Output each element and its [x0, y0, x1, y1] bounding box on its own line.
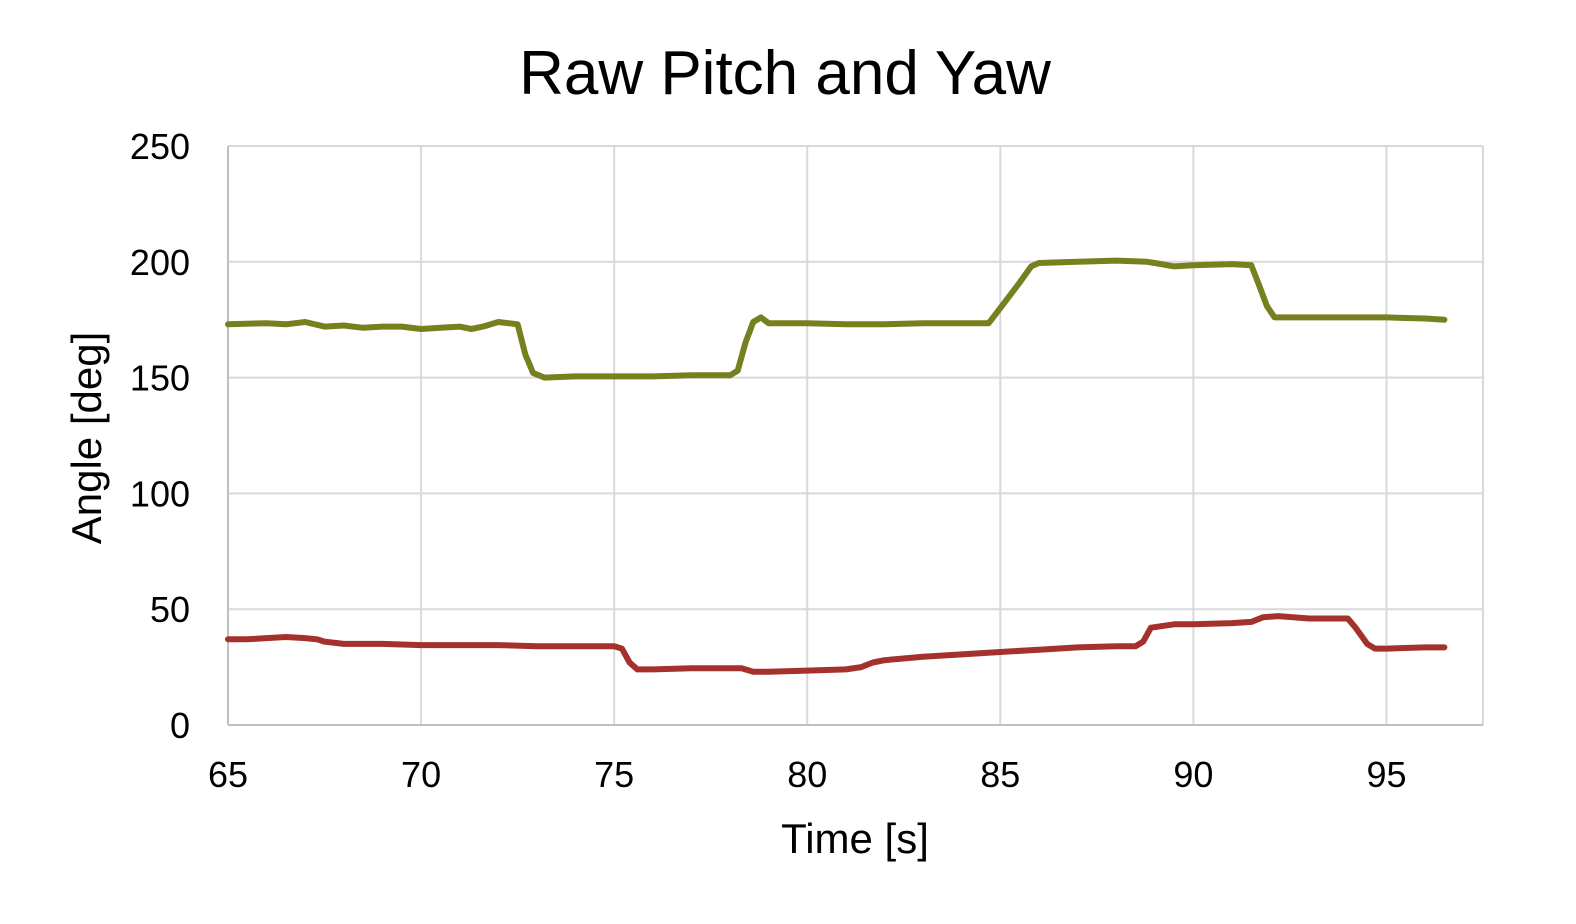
axes [227, 146, 1483, 726]
chart-title: Raw Pitch and Yaw [519, 39, 1051, 108]
x-tick-label: 95 [1366, 754, 1406, 795]
y-tick-label: 50 [150, 589, 190, 630]
x-tick-label: 85 [980, 754, 1020, 795]
gridlines [228, 145, 1484, 725]
x-tick-label: 70 [401, 754, 441, 795]
y-tick-label: 0 [170, 705, 190, 746]
y-tick-label: 250 [130, 126, 190, 167]
series-line-1 [225, 257, 1448, 381]
y-tick-label: 100 [130, 473, 190, 514]
series-line-2 [225, 613, 1448, 675]
series-lines [225, 257, 1448, 675]
x-tick-label: 65 [208, 754, 248, 795]
y-axis-title: Angle [deg] [63, 332, 110, 545]
y-tick-label: 200 [130, 242, 190, 283]
y-tick-label: 150 [130, 358, 190, 399]
x-axis-title: Time [s] [781, 815, 929, 862]
x-tick-label: 80 [787, 754, 827, 795]
x-tick-label: 75 [594, 754, 634, 795]
x-tick-label: 90 [1173, 754, 1213, 795]
tick-labels: 0 50 100 150 200 250 65 70 75 80 85 90 95 [130, 126, 1407, 795]
